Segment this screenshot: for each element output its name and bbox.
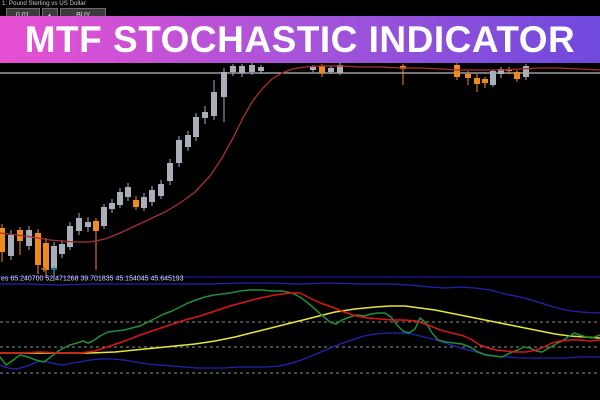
candles-layer: [0, 63, 529, 281]
banner-title: MTF STOCHASTIC INDICATOR: [24, 18, 576, 60]
stochastic-lines: [0, 282, 600, 370]
buy-button-label: BUY: [75, 11, 91, 19]
indicator-values-label: es 65.240700 52.471268 39.701835 45.1540…: [1, 275, 184, 283]
chevron-up-icon: ▴: [48, 11, 52, 19]
trade-markers: [41, 266, 57, 272]
promo-banner: MTF STOCHASTIC INDICATOR: [0, 16, 600, 63]
chart-title-bar: 1: Pound Sterling vs US Dollar: [0, 0, 600, 16]
symbol-title: 1: Pound Sterling vs US Dollar: [2, 0, 86, 7]
ma-red-line: [0, 65, 600, 243]
grid-layer: [0, 321, 600, 374]
lot-size-value: 0.01: [16, 11, 30, 19]
